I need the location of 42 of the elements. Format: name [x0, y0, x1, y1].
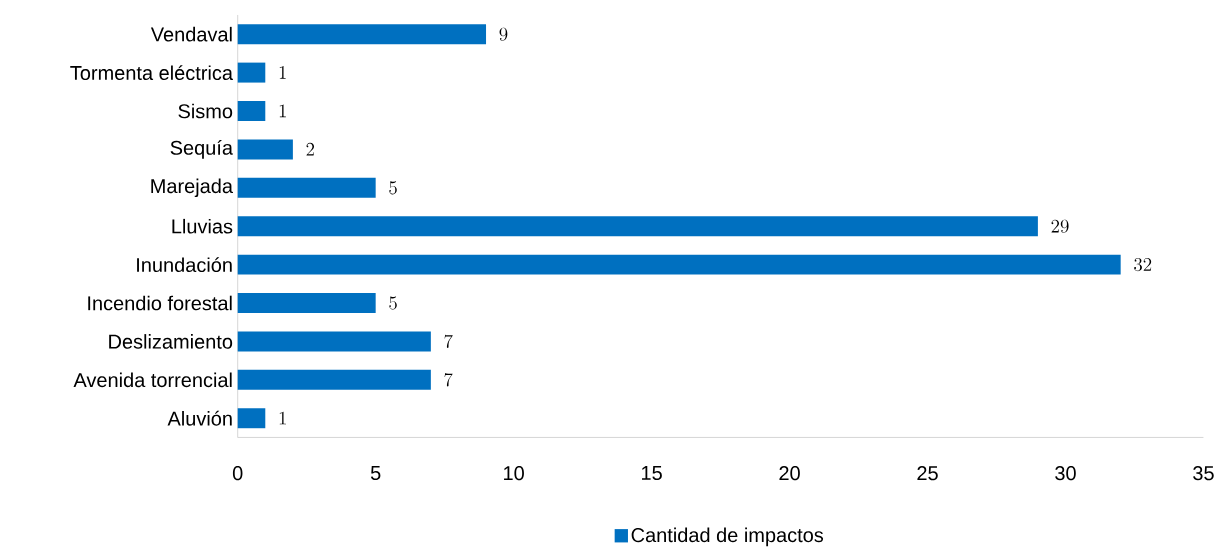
- bar: [237, 369, 431, 390]
- bar: [237, 254, 1121, 275]
- data-label: 2: [306, 142, 315, 156]
- data-label: 9: [499, 27, 508, 41]
- y-tick-label: Sequía: [170, 139, 233, 159]
- bar: [237, 331, 431, 352]
- bar: [237, 408, 266, 429]
- y-tick-label: Aluvión: [167, 410, 232, 426]
- bar: [237, 24, 487, 45]
- x-tick-label: 20: [779, 465, 800, 481]
- x-tick-label: 10: [504, 465, 524, 481]
- x-tick-label: 25: [917, 465, 938, 481]
- bar: [237, 139, 293, 160]
- bar: [237, 62, 266, 83]
- x-tick-label: 30: [1055, 465, 1076, 481]
- y-tick-label: Inundación: [137, 257, 232, 272]
- bar: [237, 177, 376, 198]
- data-label: 7: [444, 334, 453, 348]
- bar: [237, 100, 266, 121]
- y-tick-label: Avenida torrencial: [73, 372, 232, 387]
- data-label: 1: [279, 65, 286, 79]
- x-tick-label: 0: [232, 465, 243, 481]
- y-tick-label: Vendaval: [150, 26, 232, 42]
- x-tick-label: 5: [370, 465, 381, 480]
- data-label: 1: [279, 411, 286, 425]
- y-tick-label: Incendio forestal: [88, 295, 232, 311]
- data-label: 29: [1051, 219, 1069, 233]
- data-label: 5: [389, 181, 397, 195]
- y-tick-label: Deslizamiento: [109, 333, 233, 349]
- x-tick-label: 35: [1193, 465, 1214, 481]
- data-label: 32: [1134, 257, 1152, 272]
- x-tick-label: 15: [642, 465, 662, 480]
- y-tick-label: Lluvias: [172, 218, 233, 234]
- y-tick-label: Sismo: [178, 103, 233, 119]
- bar: [237, 292, 376, 313]
- legend-label: Cantidad de impactos: [631, 527, 824, 546]
- data-label: 1: [279, 104, 286, 118]
- data-label: 7: [444, 372, 453, 387]
- y-tick-label: Tormenta eléctrica: [70, 64, 233, 80]
- y-tick-label: Marejada: [151, 178, 233, 197]
- data-label: 5: [389, 296, 397, 310]
- bar: [237, 216, 1038, 237]
